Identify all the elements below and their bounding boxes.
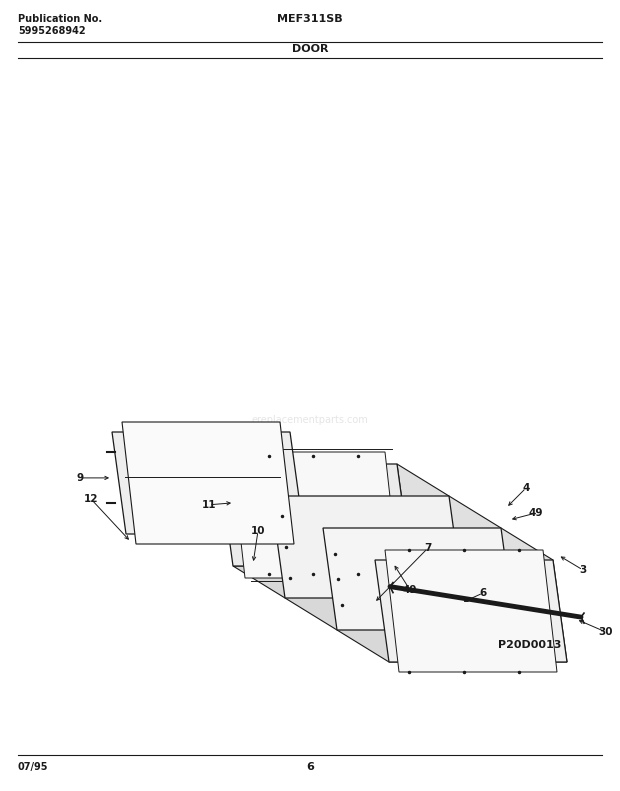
Text: DOOR: DOOR xyxy=(292,44,328,54)
Text: 6: 6 xyxy=(479,588,487,598)
Polygon shape xyxy=(385,550,557,672)
Text: 07/95: 07/95 xyxy=(18,762,48,772)
Polygon shape xyxy=(122,422,294,544)
Polygon shape xyxy=(233,566,567,662)
Text: 6: 6 xyxy=(306,762,314,772)
Polygon shape xyxy=(323,528,515,630)
Text: 12: 12 xyxy=(84,494,98,504)
Text: 5995268942: 5995268942 xyxy=(18,26,86,36)
Text: 7: 7 xyxy=(424,543,432,553)
Polygon shape xyxy=(375,560,567,662)
Text: 30: 30 xyxy=(599,627,613,637)
Polygon shape xyxy=(231,452,399,578)
Polygon shape xyxy=(271,496,463,598)
Polygon shape xyxy=(219,464,411,566)
Text: Publication No.: Publication No. xyxy=(18,14,102,24)
Text: ereplacementparts.com: ereplacementparts.com xyxy=(252,415,368,425)
Text: 49: 49 xyxy=(529,508,543,518)
Text: 49: 49 xyxy=(403,585,417,595)
Text: 10: 10 xyxy=(250,526,265,536)
Polygon shape xyxy=(397,464,567,662)
Polygon shape xyxy=(112,432,304,534)
Text: 11: 11 xyxy=(202,500,216,510)
Text: 9: 9 xyxy=(76,473,84,483)
Text: MEF311SB: MEF311SB xyxy=(277,14,343,24)
Text: 4: 4 xyxy=(522,483,529,493)
Text: P20D0013: P20D0013 xyxy=(498,640,562,650)
Text: 3: 3 xyxy=(579,565,587,575)
